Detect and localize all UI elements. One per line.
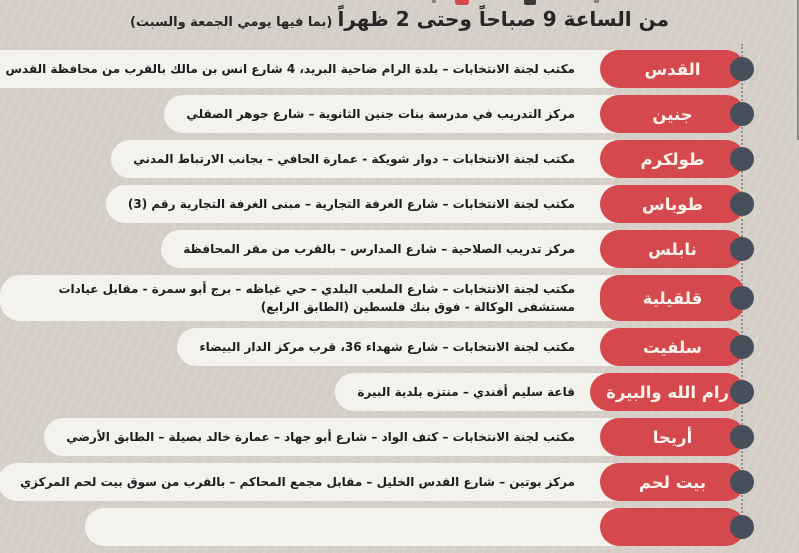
locations-list: مكتب لجنة الانتخابات – بلدة الرام ضاحية …	[0, 50, 799, 553]
city-badge-label: نابلس	[648, 239, 697, 259]
timeline-dot	[730, 102, 754, 126]
schedule-note: (بما فيها يومي الجمعة والسبت)	[130, 15, 333, 30]
schedule-header: من الساعة 9 صباحاً وحتى 2 ظهراً (بما فيه…	[0, 7, 799, 31]
city-badge-label: طولكرم	[640, 149, 705, 169]
address-text: مكتب لجنة الانتخابات – شارع شهداء 36، قر…	[199, 340, 575, 354]
location-row: مكتب لجنة الانتخابات – شارع شهداء 36، قر…	[0, 328, 799, 366]
timeline-dot	[730, 237, 754, 261]
city-badge: بيت لحم	[600, 463, 745, 501]
address-text: مكتب لجنة الانتخابات – بلدة الرام ضاحية …	[5, 62, 575, 76]
location-row: مكتب لجنة الانتخابات – شارع الملعب البلد…	[0, 275, 799, 321]
address-text: مركز التدريب في مدرسة بنات جنين الثانوية…	[186, 107, 575, 121]
city-badge: قلقيلية	[600, 275, 745, 321]
address-text: مكتب لجنة الانتخابات – شارع الملعب البلد…	[58, 282, 576, 314]
city-badge-label: جنين	[652, 104, 693, 124]
city-badge-label: بيت لحم	[638, 472, 707, 492]
location-row: قاعة سليم أفندي – منتزه بلدية البيرة رام…	[0, 373, 799, 411]
address-text: قاعة سليم أفندي – منتزه بلدية البيرة	[357, 385, 575, 399]
location-row-partial	[0, 508, 799, 546]
timeline-dot	[730, 470, 754, 494]
location-row: مكتب لجنة الانتخابات – دوار شويكة - عمار…	[0, 140, 799, 178]
timeline-dot	[730, 425, 754, 449]
timeline-dot	[730, 380, 754, 404]
city-badge: جنين	[600, 95, 745, 133]
timeline-dot	[730, 335, 754, 359]
location-row: مكتب لجنة الانتخابات – شارع الغرفة التجا…	[0, 185, 799, 223]
timeline-dot	[730, 192, 754, 216]
timeline-dot	[730, 286, 754, 310]
address-text: مركز تدريب الصلاحية – شارع المدارس – بال…	[183, 242, 575, 256]
screen-edge-artifact	[797, 0, 799, 140]
city-badge: أريحا	[600, 418, 745, 456]
city-badge: سلفيت	[600, 328, 745, 366]
location-row: مركز التدريب في مدرسة بنات جنين الثانوية…	[0, 95, 799, 133]
cropped-content-remnant	[432, 0, 436, 3]
city-badge-label: سلفيت	[642, 337, 703, 357]
city-badge-label: قلقيلية	[642, 288, 703, 308]
city-badge	[600, 508, 745, 546]
city-badge: رام الله والبيرة	[590, 373, 745, 411]
timeline-dot	[730, 147, 754, 171]
schedule-text: من الساعة 9 صباحاً وحتى 2 ظهراً	[337, 7, 669, 31]
cropped-content-remnant	[594, 0, 599, 3]
location-row: مركز بوتين – شارع القدس الخليل – مقابل م…	[0, 463, 799, 501]
address-text: مركز بوتين – شارع القدس الخليل – مقابل م…	[20, 475, 575, 489]
cropped-content-remnant	[455, 0, 469, 5]
city-badge: القدس	[600, 50, 745, 88]
city-badge-label: أريحا	[652, 427, 693, 447]
location-row: مكتب لجنة الانتخابات – بلدة الرام ضاحية …	[0, 50, 799, 88]
city-badge: طولكرم	[600, 140, 745, 178]
location-row: مكتب لجنة الانتخابات – كتف الواد – شارع …	[0, 418, 799, 456]
city-badge-label: القدس	[644, 59, 701, 79]
timeline-dot	[730, 57, 754, 81]
timeline-dotted-line	[741, 44, 743, 520]
address-text: مكتب لجنة الانتخابات – شارع الغرفة التجا…	[127, 197, 575, 211]
city-badge-label: طوباس	[641, 194, 704, 214]
city-badge-label: رام الله والبيرة	[606, 382, 729, 402]
address-text: مكتب لجنة الانتخابات – كتف الواد – شارع …	[66, 430, 575, 444]
city-badge: نابلس	[600, 230, 745, 268]
cropped-content-remnant	[524, 0, 536, 5]
location-row: مركز تدريب الصلاحية – شارع المدارس – بال…	[0, 230, 799, 268]
timeline-dot	[730, 515, 754, 539]
city-badge: طوباس	[600, 185, 745, 223]
address-text: مكتب لجنة الانتخابات – دوار شويكة - عمار…	[133, 152, 575, 166]
